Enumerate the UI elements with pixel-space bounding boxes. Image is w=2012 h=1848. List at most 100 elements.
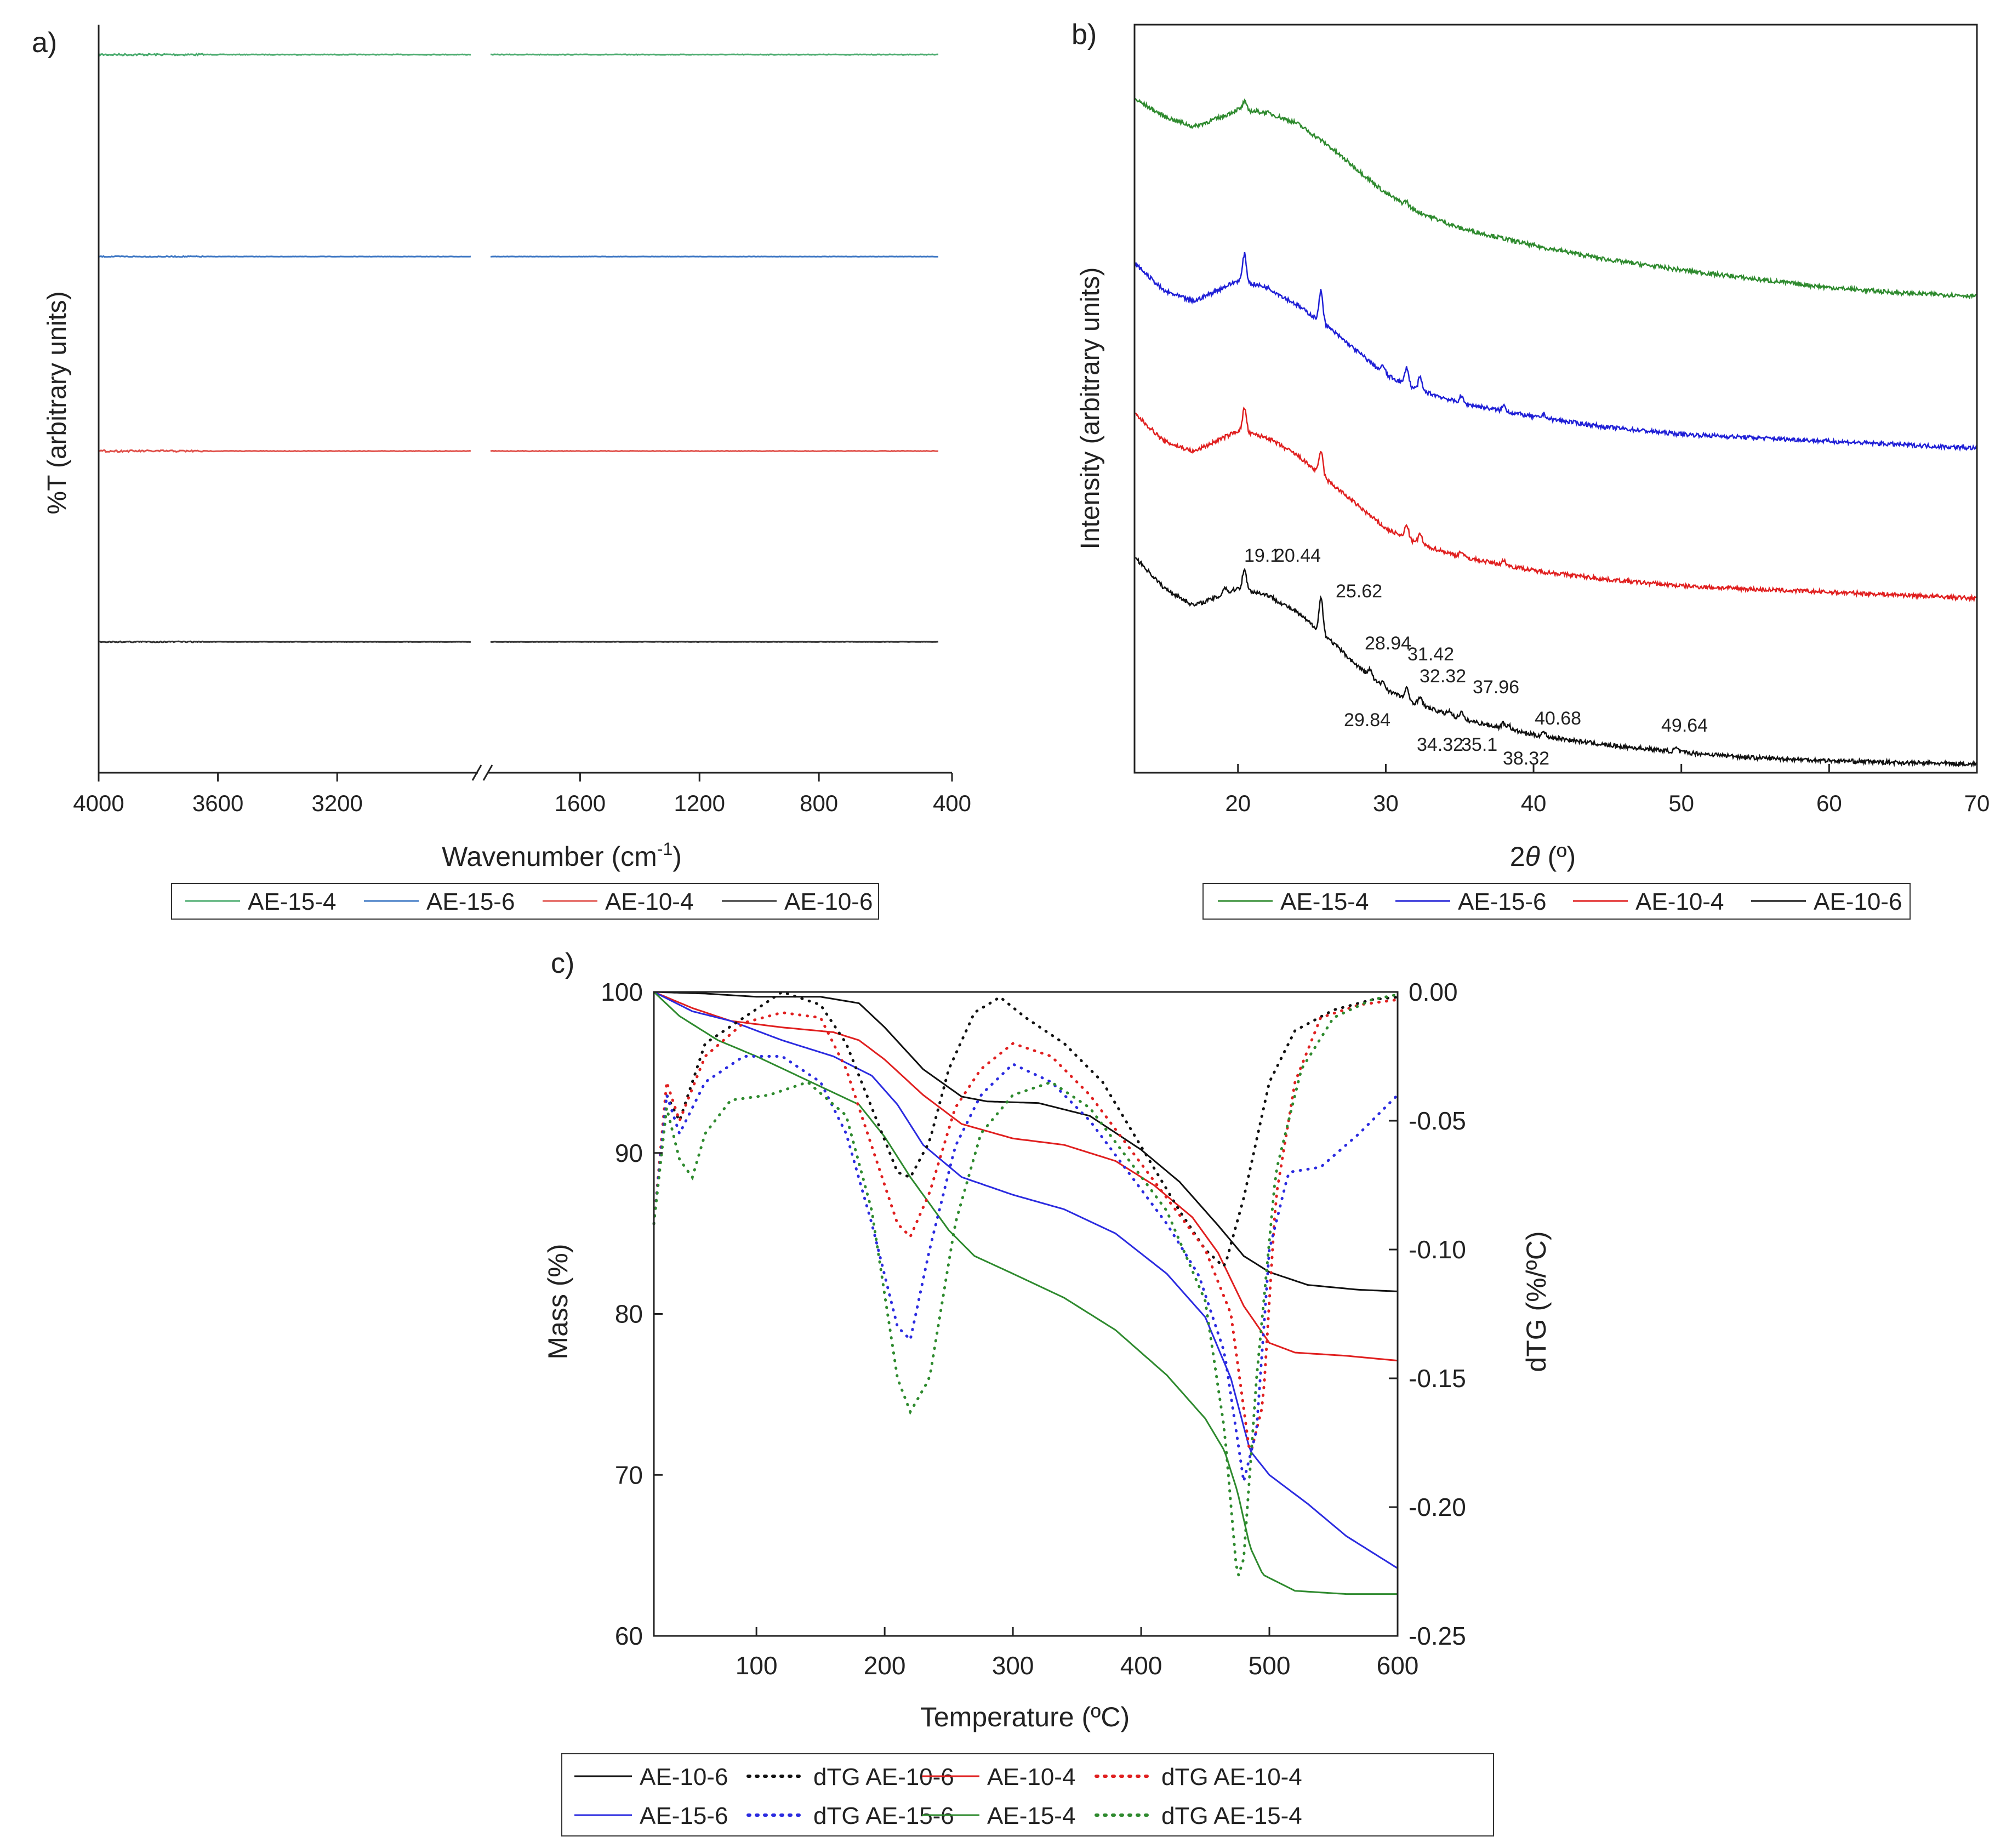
panel-a-xlabel-sup: -1 [657, 839, 672, 859]
panel-c-ylabel-right: dTG (%/ºC) [1521, 1231, 1552, 1372]
panel-b-series [1133, 98, 1978, 768]
panel-a-legend-label-3: AE-10-6 [784, 888, 873, 915]
panel-a-label: a) [32, 27, 57, 59]
panel-c-ytick-left-label-90: 90 [615, 1139, 643, 1167]
panel-a-line-AE-15-4-A [98, 53, 471, 57]
panel-b-label: b) [1071, 19, 1097, 50]
panel-a-xlabel-end: ) [672, 841, 682, 872]
panel-a-xtick-label-1200: 1200 [674, 790, 725, 816]
panel-b-legend-label-2: AE-10-4 [1635, 888, 1724, 915]
panel-b-ylabel: Intensity (arbitrary units) [1076, 267, 1105, 550]
panel-c-line-dTG-AE-15-6 [652, 1055, 1399, 1482]
panel-c-legend-label-7: dTG AE-15-4 [1161, 1803, 1302, 1829]
panel-a-xlabel-main: Wavenumber (cm [442, 841, 657, 872]
panel-b-xtick-label-40: 40 [1521, 790, 1547, 816]
panel-b-legend: AE-15-4 AE-15-6 AE-10-4 AE-10-6 [1202, 883, 1911, 920]
panel-a-legend-label-0: AE-15-4 [248, 888, 336, 915]
panel-b-annotation-19.1: 19.1 [1244, 545, 1280, 566]
panel-b-xtick-label-30: 30 [1373, 790, 1399, 816]
panel-b-xrd: b) Intensity (arbitrary units) 2θ (º) 19… [1071, 19, 1990, 920]
panel-a-line-AE-15-4-B [490, 53, 939, 56]
panel-b-annotation-25.62: 25.62 [1336, 581, 1382, 602]
panel-c-legend-label-6: AE-15-4 [987, 1803, 1075, 1829]
panel-b-annotation-28.94: 28.94 [1365, 633, 1411, 654]
panel-c-legend: AE-10-6 dTG AE-10-6 AE-10-4 dTG AE-10-4AE-1… [561, 1753, 1494, 1836]
panel-c-ylabel-left: Mass (%) [543, 1244, 573, 1359]
panel-a-legend-label-1: AE-15-6 [426, 888, 515, 915]
panel-b-axes: 20 30 40 50 60 70 [1133, 24, 1990, 816]
panel-b-xtick-label-60: 60 [1816, 790, 1842, 816]
panel-c-line-dTG-AE-10-4 [652, 998, 1399, 1455]
panel-b-xtick-label-20: 20 [1225, 790, 1251, 816]
panel-b-legend-label-1: AE-15-6 [1458, 888, 1546, 915]
panel-c-ytick-right-label-1: -0.05 [1409, 1106, 1466, 1135]
panel-c-ytick-right-label-3: -0.15 [1409, 1364, 1466, 1393]
panel-c-xlabel: Temperature (ºC) [920, 1702, 1130, 1732]
panel-c-xtick-label-300: 300 [992, 1651, 1034, 1680]
panel-b-annotation-49.64: 49.64 [1661, 715, 1708, 736]
panel-c-line-AE-10-6 [653, 991, 1398, 1292]
panel-b-annotation-38.32: 38.32 [1503, 748, 1549, 769]
panel-c-line-dTG-AE-10-6 [652, 990, 1399, 1269]
panel-a-line-AE-15-6-A [98, 255, 471, 258]
panel-c-ytick-left-label-100: 100 [601, 978, 643, 1006]
panel-c-legend-label-2: AE-10-4 [987, 1764, 1075, 1790]
panel-c-xtick-label-100: 100 [736, 1651, 778, 1680]
panel-a-axis-break-1 [471, 765, 482, 781]
panel-a-series [98, 53, 939, 643]
panel-b-xlabel-main: 2 [1510, 841, 1525, 872]
panel-a-xlabel: Wavenumber (cm-1) [442, 839, 682, 872]
panel-c-legend-label-4: AE-15-6 [640, 1803, 728, 1829]
panel-a-ylabel: %T (arbitrary units) [43, 291, 72, 514]
panel-b-annotation-37.96: 37.96 [1473, 677, 1519, 698]
panel-c-xtick-label-400: 400 [1120, 1651, 1162, 1680]
panel-c-label: c) [551, 948, 574, 979]
panel-b-annotation-31.42: 31.42 [1407, 644, 1454, 665]
panel-a-xtick-label-400: 400 [933, 790, 971, 816]
panel-b-line-AE-10-6 [1134, 557, 1978, 768]
panel-c-legend-label-0: AE-10-6 [640, 1764, 728, 1790]
panel-c-line-AE-10-4 [653, 991, 1398, 1362]
panel-a-line-AE-10-4-B [490, 449, 939, 453]
panel-a-line-AE-10-6-A [98, 640, 471, 643]
panel-c-ytick-right-label-4: -0.20 [1409, 1493, 1466, 1521]
panel-a-xtick-label-1600: 1600 [555, 790, 606, 816]
panel-a-legend-label-2: AE-10-4 [605, 888, 693, 915]
panel-c-line-dTG-AE-15-4 [652, 993, 1399, 1581]
panel-c-legend-frame [561, 1753, 1494, 1836]
panel-c-line-AE-15-6 [653, 991, 1398, 1569]
panel-c-ytick-left-label-70: 70 [615, 1461, 643, 1489]
panel-a-axis-break-2 [482, 765, 493, 781]
panel-b-xtick-label-70: 70 [1964, 790, 1990, 816]
panel-c-ytick-left-label-80: 80 [615, 1300, 643, 1328]
panel-b-annotation-35.1: 35.1 [1461, 734, 1497, 755]
panel-a-xtick-label-3600: 3600 [192, 790, 243, 816]
panel-c-series [652, 990, 1399, 1595]
panel-a-xtick-label-4000: 4000 [73, 790, 124, 816]
panel-b-frame [1133, 24, 1978, 774]
panel-a-axes: 4000 3600 3200 1600 1200 800 400 [73, 25, 971, 816]
panel-b-legend-label-0: AE-15-4 [1280, 888, 1369, 915]
panel-b-xlabel-end: (º) [1540, 841, 1576, 872]
panel-b-xlabel: 2θ (º) [1510, 841, 1576, 872]
panel-c-xtick-label-500: 500 [1249, 1651, 1291, 1680]
panel-c-frame [653, 991, 1399, 1637]
panel-b-xtick-label-50: 50 [1668, 790, 1694, 816]
panel-c-legend-label-3: dTG AE-10-4 [1161, 1764, 1302, 1790]
panel-a-line-AE-10-4-A [98, 449, 471, 453]
panel-c-ytick-right-label-0: 0.00 [1409, 978, 1458, 1006]
panel-b-annotation-20.44: 20.44 [1274, 545, 1321, 566]
panel-a-ftir: a) %T (arbitrary units) Wavenumber (cm-1… [32, 25, 971, 920]
panel-c-xtick-label-600: 600 [1377, 1651, 1419, 1680]
panel-a-line-AE-15-6-B [490, 255, 938, 258]
panel-c-ytick-right-label-5: -0.25 [1409, 1622, 1466, 1650]
panel-c-ytick-right-label-2: -0.10 [1409, 1235, 1466, 1264]
panel-b-line-AE-15-4 [1134, 98, 1977, 300]
panel-b-line-AE-15-6 [1133, 252, 1977, 452]
panel-a-xtick-label-3200: 3200 [311, 790, 362, 816]
panel-b-annotation-29.84: 29.84 [1344, 710, 1390, 731]
panel-c-line-AE-15-4 [653, 991, 1398, 1595]
panel-b-legend-label-3: AE-10-6 [1814, 888, 1902, 915]
panel-a-legend: AE-15-4 AE-15-6 AE-10-4 AE-10-6 [171, 883, 879, 920]
